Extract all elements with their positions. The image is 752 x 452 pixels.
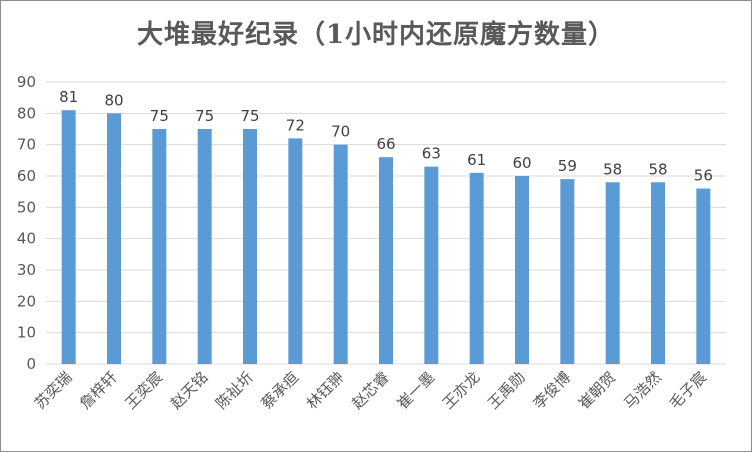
category-label: 毛子宸 [666,368,711,413]
bar [107,113,121,364]
data-label: 61 [467,151,486,169]
data-label: 80 [104,91,123,109]
category-label: 王奕宸 [122,368,167,413]
bar [560,179,575,364]
bar [152,129,167,364]
chart-title: 大堆最好纪录（1小时内还原魔方数量） [136,20,616,50]
data-label: 75 [150,107,169,125]
data-label: 70 [331,123,350,141]
y-tick-label: 20 [17,292,36,310]
category-label: 林钰翀 [303,368,348,413]
data-label: 63 [422,145,441,163]
category-label: 崔一墨 [394,368,439,413]
bar [61,110,76,364]
category-label: 蔡承疸 [258,368,303,413]
y-tick-label: 60 [17,167,36,185]
category-label: 崔朝贺 [575,368,620,413]
bar [288,138,303,364]
data-label: 72 [286,116,305,134]
data-label: 59 [558,157,577,175]
bar [333,144,348,364]
category-label: 陈祉圻 [212,368,257,413]
y-tick-label: 0 [26,355,36,373]
data-label: 75 [240,107,259,125]
data-label: 58 [603,160,622,178]
bar [469,172,484,364]
y-tick-label: 30 [17,261,36,279]
category-label: 马浩然 [620,368,665,413]
category-label: 王亦龙 [439,368,484,413]
data-label: 58 [648,160,667,178]
y-tick-label: 90 [17,73,36,91]
bar [424,166,439,364]
y-tick-label: 10 [17,324,36,342]
bar [197,129,212,364]
category-label: 苏奕瑞 [31,368,76,413]
category-label: 赵芯睿 [348,368,393,413]
category-label: 詹梓轩 [76,368,121,413]
bar [605,182,620,364]
data-label: 60 [512,154,531,172]
y-tick-label: 80 [17,104,36,122]
bar [651,182,665,364]
bar [696,188,711,364]
data-label: 66 [376,135,395,153]
category-label: 王禹勋 [484,368,529,413]
data-label: 56 [694,167,713,185]
data-label: 81 [59,88,78,106]
y-tick-label: 70 [17,136,36,154]
bar [379,157,393,364]
y-tick-label: 40 [17,230,36,248]
bar [243,129,257,364]
category-label: 赵天铭 [167,368,212,413]
data-label: 75 [195,107,214,125]
category-label: 李俊博 [530,368,575,413]
y-tick-label: 50 [17,198,36,216]
bar [515,176,529,364]
